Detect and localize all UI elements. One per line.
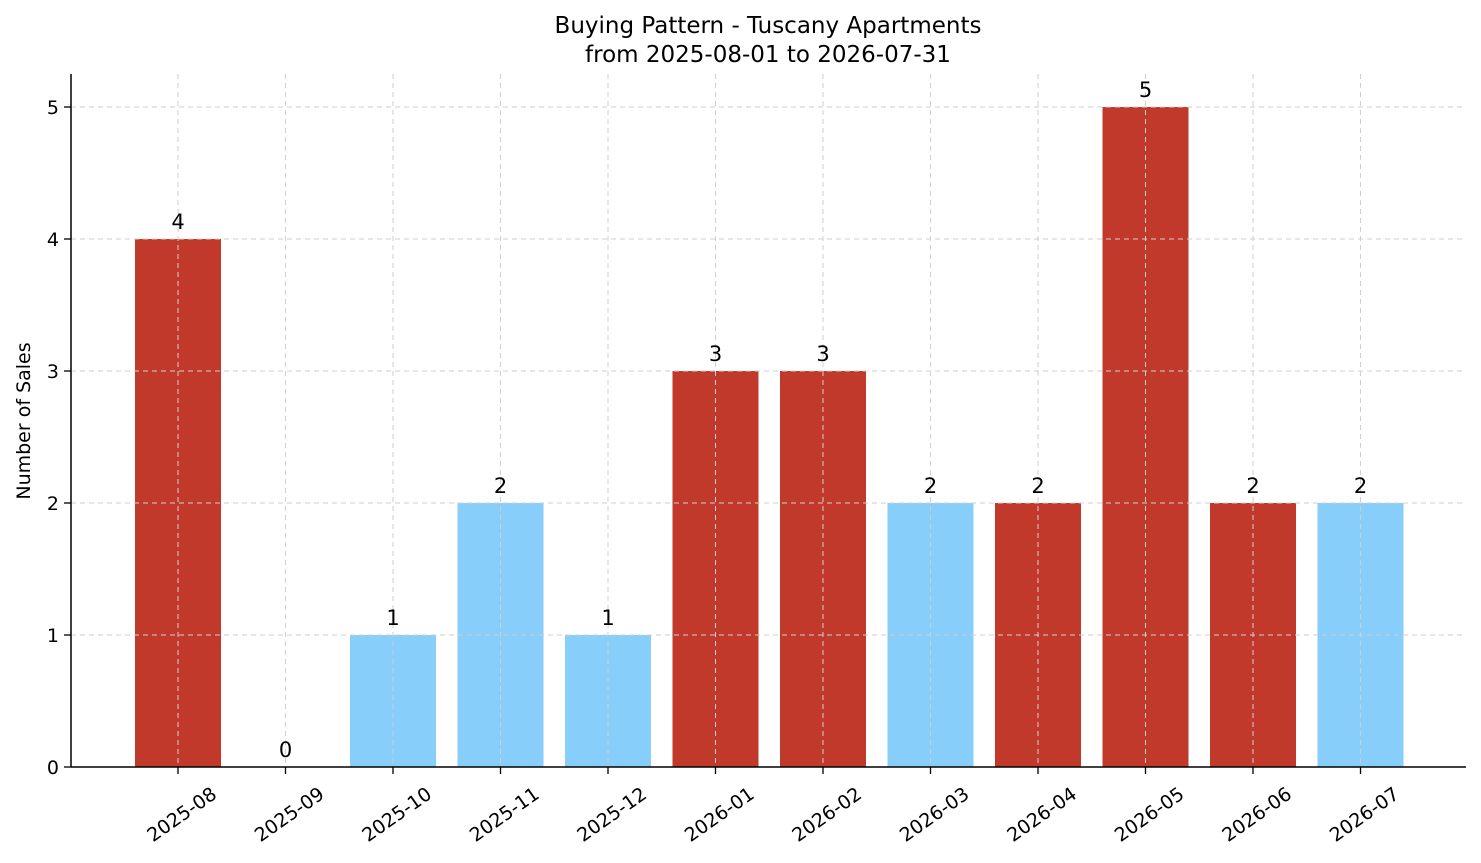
data-label-2026-06: 2 [1246, 474, 1259, 498]
y-tick-label-3: 3 [47, 361, 59, 383]
data-label-2025-12: 1 [601, 606, 614, 630]
y-axis-label: Number of Sales [13, 342, 35, 499]
chart-subtitle: from 2025-08-01 to 2026-07-31 [585, 42, 951, 68]
grid-lines [71, 74, 1466, 767]
chart-title: Buying Pattern - Tuscany Apartments [555, 13, 982, 39]
data-label-2026-02: 3 [816, 342, 829, 366]
x-tick-label-2026-03: 2026-03 [896, 783, 974, 847]
data-label-2026-03: 2 [924, 474, 937, 498]
y-tick-label-1: 1 [47, 625, 59, 647]
data-label-2025-08: 4 [171, 210, 184, 234]
x-tick-label-2026-06: 2026-06 [1218, 783, 1296, 847]
x-tick-label-2025-10: 2025-10 [358, 783, 436, 847]
data-labels: 4 0 1 2 1 3 3 2 2 5 2 2 [171, 78, 1367, 762]
x-tick-label-2025-11: 2025-11 [466, 783, 544, 847]
bars [135, 107, 1404, 767]
x-tick-label-2026-04: 2026-04 [1003, 783, 1081, 847]
x-tick-label-2026-05: 2026-05 [1111, 783, 1189, 847]
x-tick-label-2025-08: 2025-08 [143, 783, 221, 847]
x-tick-label-2026-07: 2026-07 [1326, 783, 1404, 847]
x-tick-label-2025-09: 2025-09 [251, 783, 329, 847]
x-tick-label-2026-02: 2026-02 [788, 783, 866, 847]
data-label-2025-09: 0 [279, 738, 292, 762]
data-label-2025-10: 1 [386, 606, 399, 630]
y-tick-label-2: 2 [47, 493, 59, 515]
data-label-2026-07: 2 [1354, 474, 1367, 498]
x-tick-label-2026-01: 2026-01 [681, 783, 759, 847]
data-label-2025-11: 2 [494, 474, 507, 498]
data-label-2026-04: 2 [1031, 474, 1044, 498]
y-tick-label-5: 5 [47, 97, 59, 119]
data-label-2026-05: 5 [1139, 78, 1152, 102]
y-tick-label-0: 0 [47, 757, 59, 779]
x-tick-label-2025-12: 2025-12 [573, 783, 651, 847]
y-tick-label-4: 4 [47, 229, 59, 251]
data-label-2026-01: 3 [709, 342, 722, 366]
